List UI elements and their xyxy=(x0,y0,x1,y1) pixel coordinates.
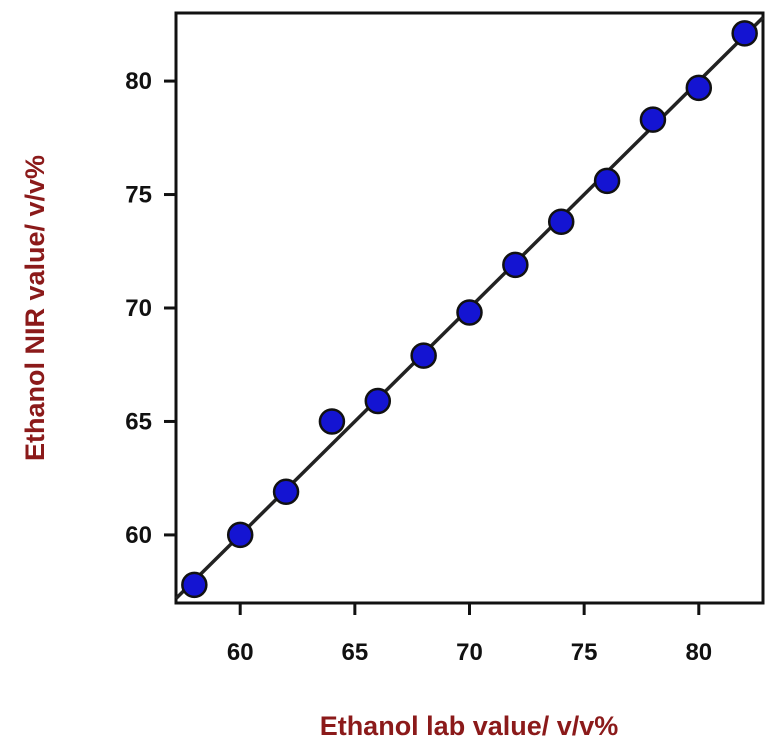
x-tick-label: 80 xyxy=(685,639,712,666)
x-axis-title: Ethanol lab value/ v/v% xyxy=(320,711,619,741)
data-point xyxy=(226,521,254,549)
x-ticks: 60 65 70 75 80 xyxy=(227,603,712,666)
data-point xyxy=(410,342,437,369)
data-point xyxy=(547,208,575,236)
data-point xyxy=(456,299,483,326)
data-point xyxy=(272,478,300,506)
y-ticks: 60 65 70 75 80 xyxy=(125,68,176,549)
y-axis-title: Ethanol NIR value/ v/v% xyxy=(20,155,50,461)
data-point xyxy=(181,571,208,599)
data-point xyxy=(364,387,392,415)
x-tick-label: 75 xyxy=(571,639,598,666)
data-points xyxy=(181,20,758,599)
data-point xyxy=(593,167,621,195)
data-point xyxy=(731,20,758,47)
y-tick-label: 70 xyxy=(125,295,152,322)
y-tick-label: 65 xyxy=(125,408,152,435)
y-tick-label: 80 xyxy=(125,68,152,95)
x-tick-label: 70 xyxy=(456,639,483,666)
data-point xyxy=(685,74,713,102)
data-point xyxy=(318,408,346,435)
x-tick-label: 60 xyxy=(227,639,254,666)
data-point xyxy=(502,251,529,279)
y-tick-label: 60 xyxy=(125,522,152,549)
x-tick-label: 65 xyxy=(342,639,369,666)
data-point xyxy=(639,106,667,133)
y-tick-label: 75 xyxy=(125,182,152,209)
